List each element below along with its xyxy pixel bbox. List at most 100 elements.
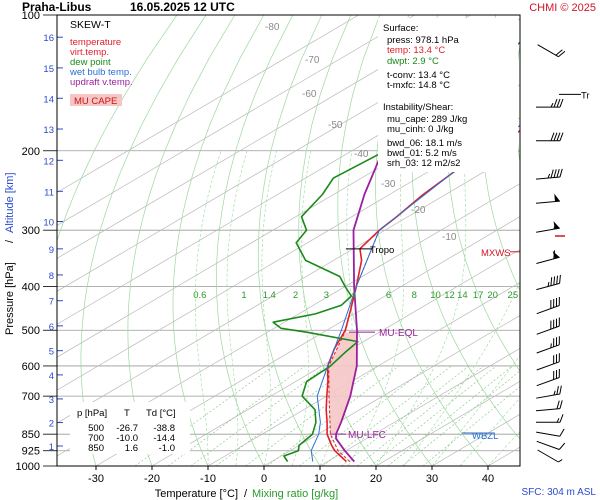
isotherm-line (57, 15, 415, 226)
wind-barb (536, 274, 561, 291)
wind-barb-shaft (536, 200, 560, 204)
y-axis-title-altitude: Altitude [km] (4, 172, 16, 233)
levels-table: p [hPa] T Td [°C] 500 -26.7 -38.8 700 -1… (70, 402, 190, 454)
table-cell: 500 (88, 423, 104, 434)
isotherm-label: -60 (302, 89, 317, 100)
wind-barb-flag (556, 386, 559, 395)
dry-adiabat-line (515, 42, 520, 164)
isotherm-line (57, 15, 471, 259)
wind-barb-flag (559, 132, 564, 141)
wind-barb-shaft (536, 431, 560, 437)
surface-tmxfc: t-mxfc: 14.8 °C (387, 80, 450, 91)
y-tick-label: 400 (22, 282, 40, 294)
wind-barb-shaft (536, 408, 560, 412)
wind-barb (536, 296, 560, 315)
mu-eql-label: MU-EQL (379, 328, 418, 339)
isotherm-label: -50 (328, 120, 343, 131)
wind-barb (536, 414, 564, 423)
mixing-ratio-label: 25 (508, 290, 519, 301)
legend-wet-bulb: wet bulb temp. (69, 67, 132, 78)
wind-barb-flag (559, 385, 562, 395)
km-tick-label: 3 (49, 395, 54, 406)
wind-barb-shaft (537, 44, 559, 58)
table-cell: -1.0 (159, 443, 175, 454)
table-cell: 1.6 (125, 443, 138, 454)
surface-temp: temp: 13.4 °C (387, 45, 445, 56)
moist-adiabat-line (194, 150, 222, 466)
wind-barb-half-flag (547, 173, 551, 179)
wind-barb-flag (553, 169, 557, 178)
moist-adiabat-line (431, 355, 520, 466)
x-tick-label: -30 (88, 473, 104, 485)
isotherm-line (263, 315, 520, 466)
mixing-ratio-label: 3 (324, 290, 329, 301)
km-tick-label: 11 (44, 187, 54, 198)
wind-barb (536, 317, 560, 335)
wind-barb-flag (559, 414, 564, 423)
wind-barb (536, 400, 563, 412)
surface-title: Surface: (383, 23, 418, 34)
wind-barb (537, 44, 566, 58)
km-tick-label: 2 (49, 419, 54, 430)
legend-temperature: temperature (70, 37, 121, 48)
isotherm-line (57, 15, 359, 193)
wind-barb-flag (550, 169, 554, 178)
x-axis-separator: / (244, 488, 248, 500)
tropopause-label: Tropo (370, 245, 394, 256)
dry-adiabat-line (257, 15, 323, 466)
wind-barb (536, 132, 564, 142)
dry-adiabat-line (375, 15, 489, 466)
wind-barb (536, 368, 560, 387)
wind-barb-flag (553, 98, 558, 108)
series-line-temperature (325, 129, 520, 463)
legend-dew-point: dew point (70, 57, 111, 68)
wind-barb-flag (559, 400, 563, 409)
x-tick-label: 40 (482, 473, 494, 485)
dry-adiabat-line (580, 15, 600, 466)
mixing-ratio-label: 20 (487, 290, 498, 301)
isotherm-line (151, 249, 520, 466)
wind-barb (536, 385, 562, 399)
km-tick-label: 8 (49, 271, 54, 282)
mixing-ratio-label: 14 (457, 290, 468, 301)
table-cell: 850 (88, 443, 104, 454)
table-cell: -14.4 (153, 433, 175, 444)
cape-area (328, 332, 357, 435)
mixing-ratio-line (322, 365, 452, 466)
wind-barb-flag (553, 276, 556, 285)
moist-adiabat-line (375, 150, 467, 466)
isotherm-label: -10 (442, 232, 457, 243)
y-tick-label: 300 (22, 225, 40, 237)
wind-barb-flag (558, 336, 560, 345)
wind-barb-flag (556, 275, 559, 285)
y-tick-label: 200 (22, 146, 40, 158)
isotherm-line (95, 216, 520, 466)
wind-barb-half-flag (550, 343, 552, 348)
wind-barb-shaft (537, 449, 559, 463)
levels-table-bg (70, 402, 190, 454)
legend-updraft: updraft v.temp. (70, 77, 133, 88)
mixing-ratio-label: 2 (293, 290, 298, 301)
moist-adiabat-line (291, 150, 312, 466)
moist-adiabat-line (261, 150, 277, 466)
series-line-dew-point (272, 41, 520, 463)
bwd-01-value: bwd_01: 5.2 m/s (387, 148, 457, 159)
surface-dwpt: dwpt: 2.9 °C (387, 56, 439, 67)
wind-barb-shaft (536, 393, 560, 399)
dry-adiabat-line (337, 15, 433, 466)
wind-barb-shaft (536, 305, 560, 315)
km-tick-label: 14 (43, 94, 54, 105)
wind-barb-flag (556, 400, 560, 410)
wind-barb-flag (553, 250, 556, 259)
wind-barb (536, 168, 563, 180)
wind-barb-flag (559, 98, 564, 108)
wind-barb-half-flag (553, 390, 556, 396)
dry-adiabat-line (172, 15, 265, 466)
wind-barb-flag (558, 50, 566, 58)
wind-barb-pennant (553, 221, 560, 229)
mixing-ratio-line (190, 365, 327, 466)
wind-barb (536, 250, 560, 264)
bwd-06-value: bwd_06: 18.1 m/s (387, 138, 462, 149)
wind-barb (536, 428, 565, 437)
mixing-ratio-label: 12 (444, 290, 455, 301)
